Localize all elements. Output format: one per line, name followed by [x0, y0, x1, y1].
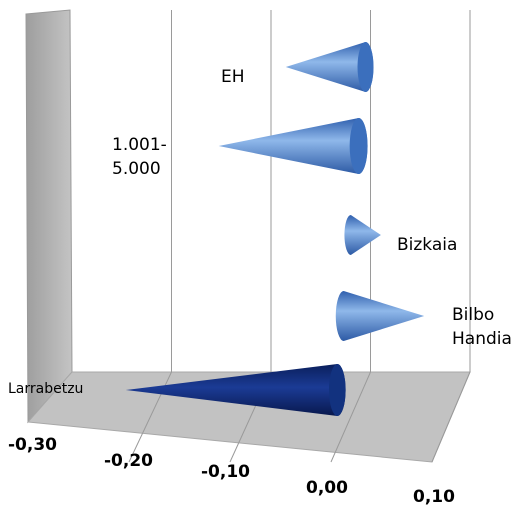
gridline: [229, 10, 272, 463]
category-label: 1.001-5.000: [112, 135, 167, 179]
category-label: Bilbo Handia: [452, 305, 512, 349]
category-labels: EH 1.001-5.000 Bizkaia Bilbo Handia Larrabetz…: [8, 67, 512, 397]
cone-bar: [335, 291, 425, 341]
cone-bar: [344, 215, 381, 255]
cone-body: [344, 215, 381, 255]
gridline: [431, 10, 471, 463]
x-tick-label: -0,30: [8, 435, 57, 455]
x-tick-labels: -0,30 -0,20 -0,10 0,00 0,10: [8, 435, 455, 507]
gridline: [330, 10, 371, 463]
x-tick-label: -0,10: [201, 462, 250, 482]
cone-body: [125, 364, 346, 416]
side-wall: [25, 9, 73, 424]
category-label: EH: [221, 67, 245, 87]
chart-walls: [25, 9, 471, 463]
x-tick-label: 0,00: [306, 478, 348, 498]
cone-body: [285, 42, 374, 92]
cone-base: [357, 42, 374, 92]
x-tick-label: 0,10: [413, 487, 455, 507]
cone-base: [349, 118, 368, 174]
gridlines: [128, 10, 471, 463]
category-label: Bizkaia: [397, 235, 457, 255]
cones: [125, 42, 425, 416]
x-tick-label: -0,20: [104, 451, 153, 471]
cone-body: [335, 291, 425, 341]
category-label: Larrabetzu: [8, 381, 83, 397]
cone-bar: [285, 42, 374, 92]
gridline: [128, 10, 172, 463]
cone-body: [218, 118, 368, 174]
cone-bar: [218, 118, 368, 174]
cone-bar: [125, 364, 346, 416]
cone-base: [328, 364, 346, 416]
